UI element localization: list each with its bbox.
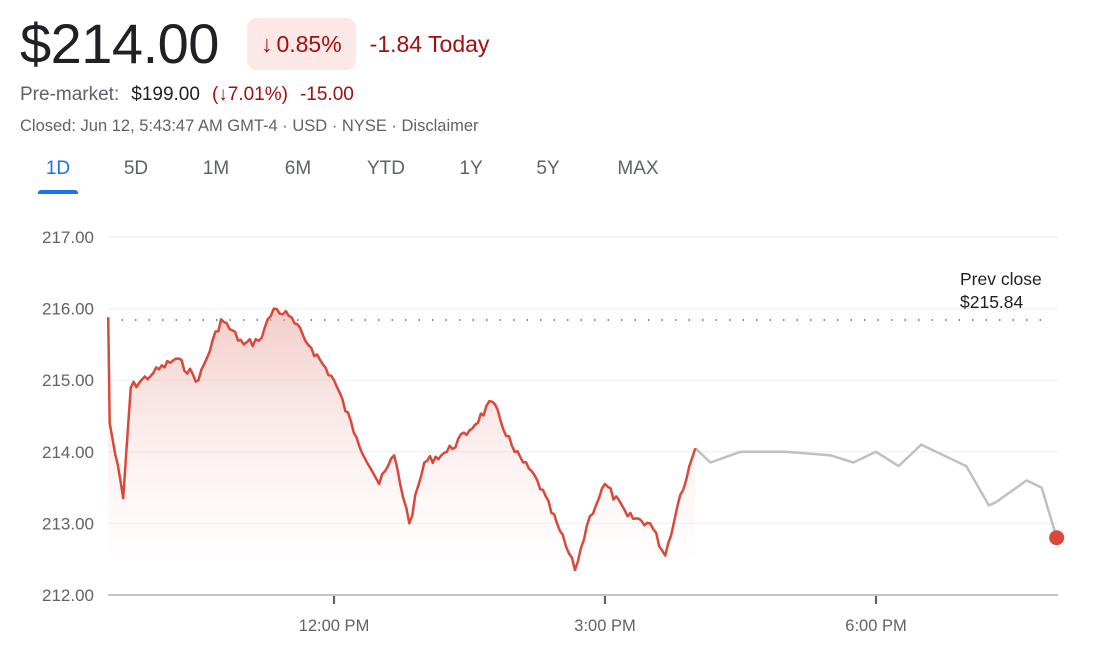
premarket-row: Pre-market: $199.00 (↓7.01%) -15.00 [20, 84, 354, 106]
change-today: -1.84 Today [369, 30, 490, 57]
range-tabs: 1D 5D 1M 6M YTD 1Y 5Y MAX [28, 158, 690, 194]
prev-close-label: Prev close [960, 269, 1042, 289]
premarket-change: -15.00 [299, 84, 354, 105]
x-axis-labels: 12:00 PM 3:00 PM 6:00 PM [299, 596, 907, 635]
separator: · [277, 117, 293, 135]
y-tick-label: 214.00 [42, 443, 94, 462]
y-tick-label: 213.00 [42, 514, 94, 533]
arrow-down-icon: ↓ [260, 30, 273, 57]
separator: · [327, 117, 342, 135]
regular-session-line [106, 307, 697, 572]
tab-1y[interactable]: 1Y [459, 158, 483, 179]
price-area-fill [108, 308, 696, 570]
change-percent-badge: ↓ 0.85% [246, 18, 356, 70]
after-hours-line [694, 443, 1058, 539]
premarket-label: Pre-market: [20, 84, 120, 105]
exchange: NYSE [341, 117, 387, 135]
y-axis-labels: 212.00 213.00 214.00 215.00 216.00 217.00 [42, 228, 94, 605]
quote-header: $214.00 ↓ 0.85% -1.84 Today [20, 12, 489, 76]
y-tick-label: 216.00 [42, 300, 94, 319]
current-price: $214.00 [20, 12, 219, 75]
y-tick-label: 212.00 [42, 586, 94, 605]
tab-5y[interactable]: 5Y [536, 158, 560, 179]
tab-1m[interactable]: 1M [202, 158, 230, 179]
last-price-dot [1049, 530, 1065, 546]
y-tick-label: 215.00 [42, 371, 94, 390]
premarket-percent: (↓7.01%) [211, 84, 288, 105]
currency: USD [292, 117, 328, 135]
x-tick-label: 6:00 PM [845, 617, 906, 635]
market-status: Closed: Jun 12, 5:43:47 AM GMT-4 [20, 117, 278, 135]
premarket-price: $199.00 [131, 84, 200, 105]
tab-max[interactable]: MAX [617, 158, 659, 179]
chart-gridlines [108, 236, 1058, 525]
separator: · [386, 117, 402, 135]
change-percent: 0.85% [276, 30, 342, 57]
tab-ytd[interactable]: YTD [367, 158, 405, 179]
y-tick-label: 217.00 [42, 228, 94, 247]
tab-6m[interactable]: 6M [284, 158, 312, 179]
x-tick-label: 3:00 PM [574, 617, 635, 635]
x-tick-label: 12:00 PM [299, 617, 370, 635]
tab-5d[interactable]: 5D [123, 158, 149, 179]
disclaimer-link[interactable]: Disclaimer [401, 117, 479, 135]
tab-1d[interactable]: 1D [28, 158, 88, 194]
prev-close-value: $215.84 [960, 292, 1024, 312]
market-status-row: Closed: Jun 12, 5:43:47 AM GMT-4 · USD ·… [20, 117, 479, 136]
